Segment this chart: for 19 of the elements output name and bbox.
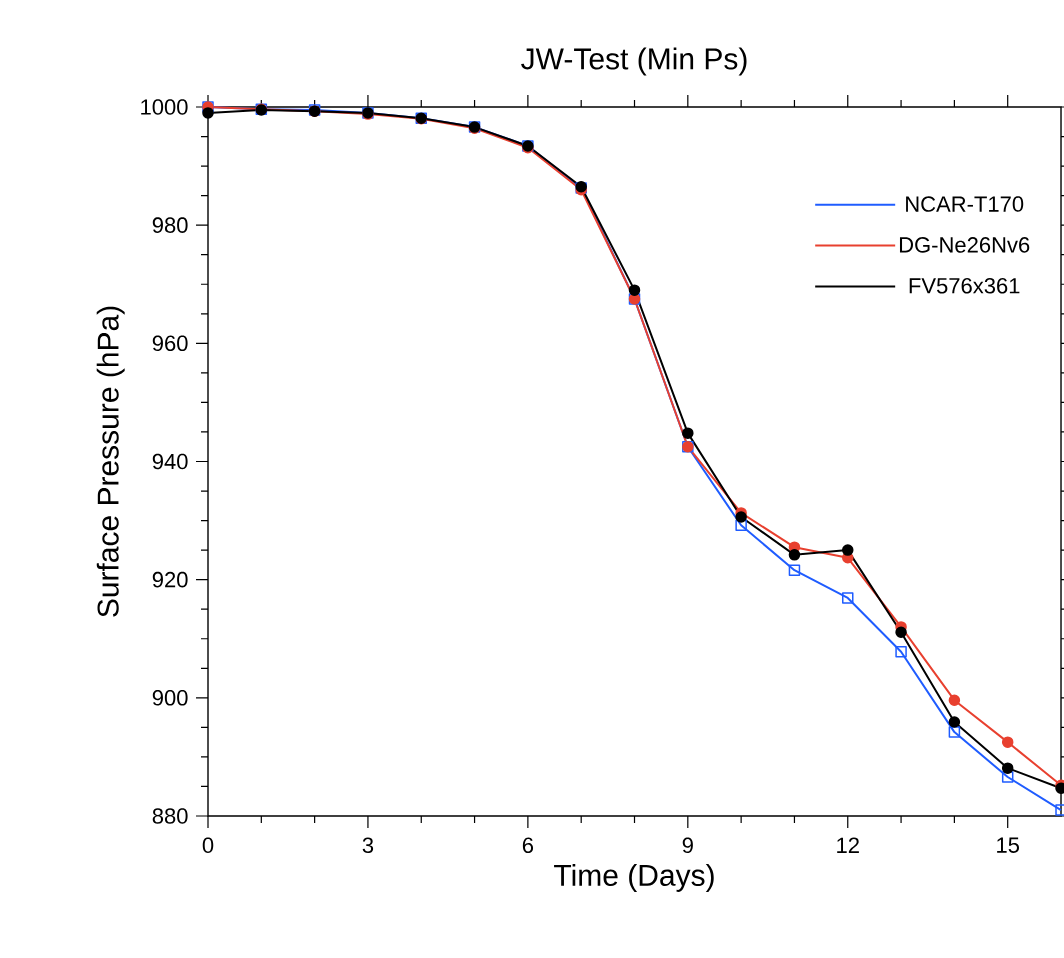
y-tick-label: 980 (152, 217, 188, 233)
x-tick-label: 9 (682, 837, 693, 854)
y-tick-label: 900 (152, 690, 188, 706)
x-tick-label: 15 (997, 837, 1019, 853)
y-axis-title: Surface Pressure (hPa) (96, 306, 125, 617)
y-tick-label: 960 (152, 335, 188, 352)
x-tick-label: 0 (202, 837, 214, 854)
x-tick-label: 12 (837, 837, 859, 853)
y-tick-label: 940 (152, 453, 188, 470)
legend-label: DG-Ne26Nv6 (899, 237, 1030, 253)
legend-label: NCAR-T170 (906, 196, 1024, 212)
x-tick-label: 6 (522, 837, 534, 854)
legend-label: FV576x361 (909, 277, 1020, 294)
x-tick-label: 3 (362, 837, 374, 854)
y-tick-label: 1000 (141, 99, 188, 115)
x-axis-title: Time (Days) (554, 863, 714, 892)
chart-title: JW-Test (Min Ps) (521, 47, 747, 76)
y-tick-label: 880 (152, 808, 188, 824)
y-tick-label: 920 (152, 571, 188, 588)
